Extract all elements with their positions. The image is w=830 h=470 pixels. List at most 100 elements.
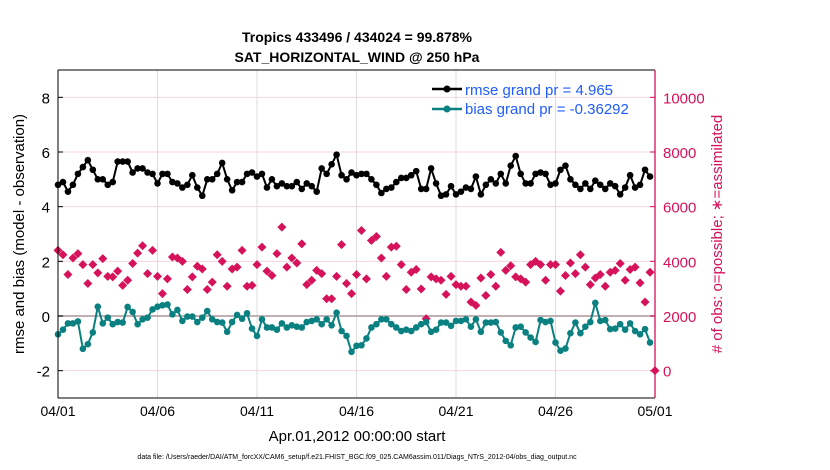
bias-point — [527, 334, 534, 341]
bias-point — [303, 318, 311, 326]
bias-point — [343, 332, 350, 340]
obs-count-marker — [366, 236, 376, 246]
chart-title-line2: SAT_HORIZONTAL_WIND @ 250 hPa — [235, 49, 480, 65]
bias-point — [402, 326, 410, 333]
rmse-point — [164, 170, 171, 178]
bias-point — [621, 326, 629, 333]
obs-count-marker — [536, 260, 546, 270]
rmse-point — [368, 176, 375, 183]
rmse-point — [402, 174, 410, 182]
bias-point — [159, 302, 166, 309]
bias-point — [577, 329, 584, 337]
rmse-point — [577, 185, 584, 193]
obs-count-marker — [78, 260, 88, 270]
x-tick-label: 04/11 — [240, 403, 274, 419]
obs-count-marker — [356, 225, 366, 235]
obs-count-marker — [327, 294, 337, 304]
rmse-point — [228, 186, 236, 194]
obs-count-marker — [257, 242, 267, 252]
rmse-point — [313, 188, 321, 195]
rmse-point — [457, 188, 465, 195]
obs-count-marker — [620, 275, 630, 285]
obs-count-marker — [322, 294, 332, 304]
bias-point — [482, 319, 490, 326]
obs-count-marker — [640, 297, 650, 307]
rmse-point — [363, 170, 370, 178]
rmse-point — [472, 173, 480, 180]
obs-count-marker — [277, 222, 287, 232]
obs-count-marker — [88, 260, 98, 270]
rmse-point — [542, 170, 549, 178]
bias-point — [79, 345, 87, 353]
bias-point — [198, 314, 206, 321]
rmse-point — [417, 185, 425, 193]
rmse-point — [462, 184, 470, 191]
y-left-tick-label: 0 — [42, 309, 50, 326]
rmse-point — [154, 180, 161, 187]
rmse-point — [303, 180, 311, 187]
bias-point — [313, 315, 321, 323]
rmse-point — [328, 161, 335, 168]
obs-count-marker — [153, 271, 162, 281]
rmse-point — [412, 167, 420, 175]
obs-count-marker — [337, 240, 347, 250]
rmse-point — [562, 162, 569, 169]
bias-point — [288, 321, 296, 329]
rmse-point — [397, 174, 405, 182]
obs-count-marker — [138, 241, 148, 251]
rmse-point — [248, 169, 256, 176]
obs-count-marker — [128, 259, 138, 269]
obs-count-marker — [177, 256, 187, 266]
rmse-point — [308, 182, 316, 190]
x-tick-label: 04/26 — [538, 403, 573, 419]
y-right-tick-label: 6000 — [663, 200, 696, 217]
obs-count-marker — [555, 286, 565, 296]
bias-point — [268, 324, 276, 331]
rmse-point — [198, 192, 206, 200]
bias-point — [522, 329, 529, 336]
rmse-point — [298, 185, 306, 193]
rmse-point — [427, 165, 435, 172]
bias-point — [338, 327, 345, 335]
y-right-tick-label: 4000 — [663, 254, 696, 271]
bias-point — [94, 303, 102, 311]
obs-count-marker — [297, 239, 307, 249]
rmse-point — [124, 158, 131, 165]
rmse-point — [179, 184, 186, 191]
obs-count-marker — [560, 271, 570, 281]
rmse-point — [74, 170, 82, 178]
rmse-point — [218, 159, 226, 167]
rmse-point — [114, 158, 121, 165]
x-axis-label: Apr.01,2012 00:00:00 start — [269, 428, 447, 445]
obs-count-marker — [58, 250, 68, 260]
bias-point — [238, 315, 246, 323]
rmse-point — [616, 191, 624, 198]
bias-point — [437, 319, 445, 326]
bias-point — [582, 323, 589, 330]
bias-point — [189, 313, 196, 320]
bias-point — [64, 320, 72, 327]
obs-count-marker — [187, 272, 197, 282]
bias-point — [89, 329, 97, 336]
bias-point — [512, 324, 519, 331]
rmse-point — [582, 180, 589, 187]
obs-count-marker — [471, 300, 481, 310]
rmse-point — [119, 158, 126, 165]
rmse-point — [343, 176, 350, 183]
legend-bias: bias grand pr = -0.36292 — [465, 101, 629, 118]
rmse-point — [567, 176, 574, 183]
rmse-point — [258, 170, 266, 178]
bias-point — [487, 319, 495, 326]
bias-point — [537, 316, 544, 324]
rmse-point — [557, 166, 564, 174]
obs-count-marker — [133, 248, 143, 258]
obs-count-marker — [182, 284, 192, 294]
bias-point — [378, 315, 385, 323]
obs-count-marker — [481, 291, 491, 300]
bias-point — [417, 320, 425, 328]
rmse-point — [79, 163, 87, 171]
obs-count-marker — [232, 262, 242, 272]
bias-point — [606, 325, 614, 333]
obs-count-marker — [645, 267, 655, 277]
bias-point — [611, 325, 619, 332]
